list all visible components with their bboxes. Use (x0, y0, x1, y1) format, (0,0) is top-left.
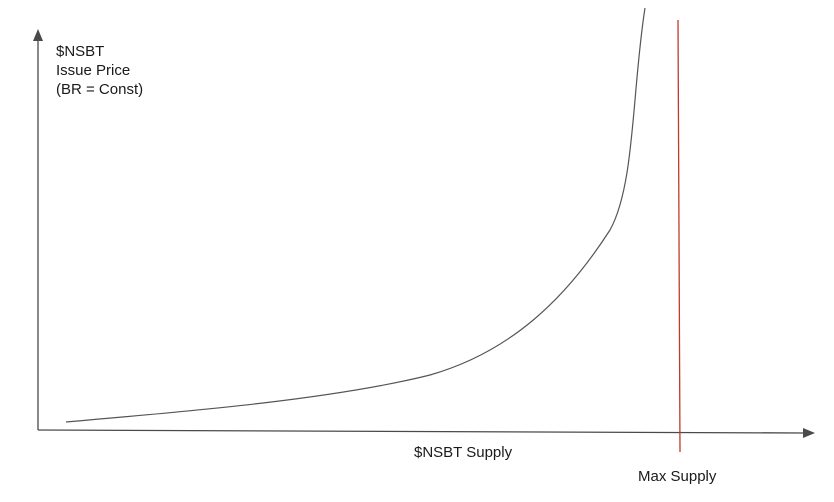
x-axis-arrowhead (803, 428, 815, 438)
max-supply-line (677, 19, 681, 453)
max-supply-label: Max Supply (638, 468, 717, 485)
y-axis-label-line-1: $NSBT (56, 43, 105, 60)
issue-price-curve (65, 7, 646, 423)
y-axis-label: $NSBT Issue Price (BR = Const) (56, 42, 143, 99)
y-axis-arrowhead (33, 29, 43, 41)
x-axis-label: $NSBT Supply (414, 444, 513, 461)
y-axis-label-line-3: (BR = Const) (56, 81, 144, 98)
y-axis-label-line-2: Issue Price (56, 62, 131, 79)
x-axis (37, 429, 805, 434)
